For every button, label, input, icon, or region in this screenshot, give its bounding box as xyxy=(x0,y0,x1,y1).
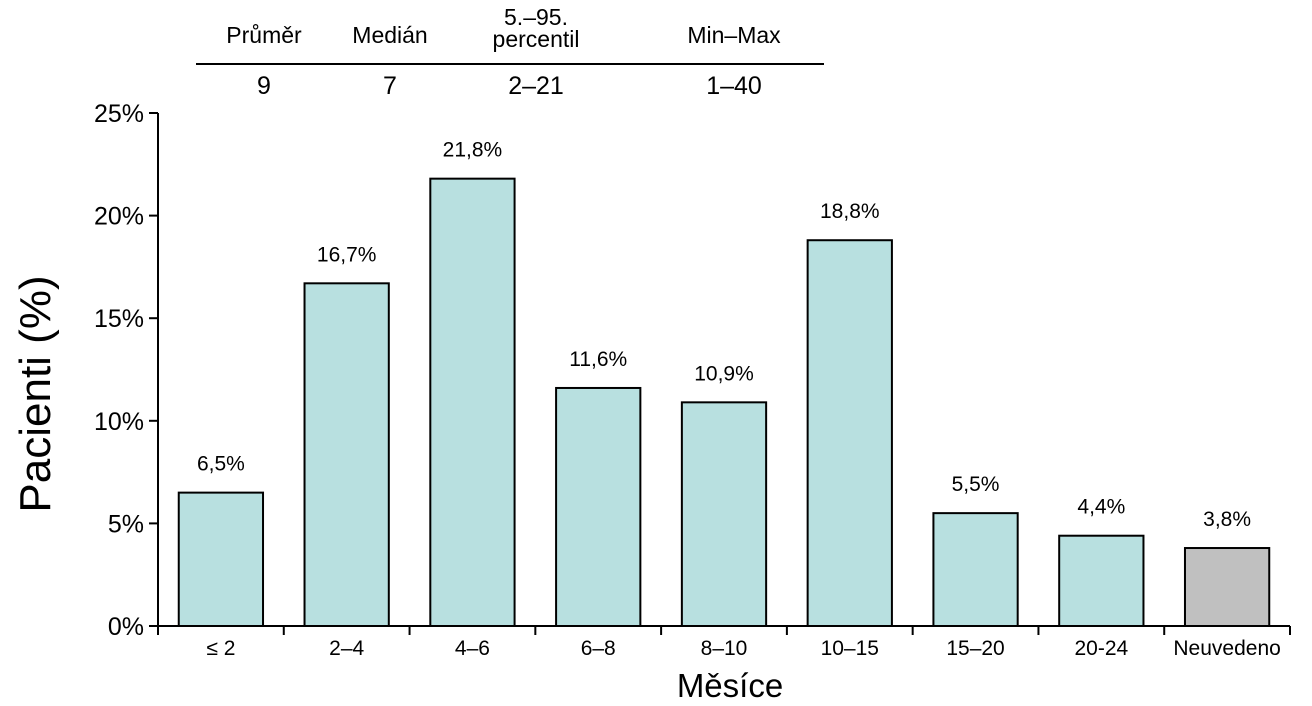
x-tick-label: 20-24 xyxy=(1074,637,1128,660)
bar xyxy=(303,282,390,627)
x-tick-label: 15–20 xyxy=(946,637,1004,660)
bar xyxy=(1183,547,1271,627)
stat-value-percentile: 2–21 xyxy=(508,72,564,100)
bars xyxy=(177,177,1271,628)
x-axis: ≤ 2 2–4 4–6 6–8 8–10 10–15 15–20 20-24 Neuvedeno xyxy=(157,625,1291,660)
y-tick-label: 15% xyxy=(94,305,144,333)
bar-value-label: 6,5% xyxy=(197,453,245,476)
bar-value-label: 16,7% xyxy=(317,243,377,266)
x-axis-title: Měsíce xyxy=(677,667,783,704)
y-tick-label: 10% xyxy=(94,408,144,436)
x-tick-label: 2–4 xyxy=(329,637,364,660)
stat-header-percentile: 5.–95. percentil xyxy=(492,4,580,52)
bar xyxy=(177,491,265,627)
y-tick-label: 0% xyxy=(108,613,144,641)
y-axis: 0% 5% 10% 15% 20% 25% xyxy=(94,100,159,641)
stat-value-median: 7 xyxy=(383,72,397,100)
stat-header-minmax: Min–Max xyxy=(687,22,781,48)
summary-table-rule xyxy=(196,63,824,65)
stat-value-mean: 9 xyxy=(257,72,271,100)
bar xyxy=(555,386,642,627)
bar xyxy=(680,401,768,627)
bar-value-label: 11,6% xyxy=(569,348,627,371)
bar-value-label: 18,8% xyxy=(820,200,880,223)
x-tick-label: Neuvedeno xyxy=(1173,637,1280,660)
bar-value-label: 21,8% xyxy=(443,139,503,162)
bar-value-label: 10,9% xyxy=(694,362,754,385)
x-tick-label: ≤ 2 xyxy=(206,637,235,660)
y-tick-label: 20% xyxy=(94,203,144,231)
bar xyxy=(932,512,1019,628)
x-tick-label: 4–6 xyxy=(455,637,490,660)
y-tick-label: 5% xyxy=(108,510,144,538)
x-tick-label: 10–15 xyxy=(821,637,879,660)
bar-value-label: 4,4% xyxy=(1077,496,1125,519)
stat-header-median: Medián xyxy=(352,22,428,48)
bar-value-label: 5,5% xyxy=(952,473,1000,496)
x-tick-label: 6–8 xyxy=(581,637,616,660)
y-axis-title: Pacienti (%) xyxy=(11,275,60,512)
stat-header-mean: Průměr xyxy=(226,22,302,48)
y-tick-label: 25% xyxy=(94,100,144,128)
value-labels: 6,5% 16,7% 21,8% 11,6% 10,9% 18,8% 5,5% 4,4% 3,8… xyxy=(197,139,1251,531)
bar xyxy=(806,239,893,627)
stat-value-minmax: 1–40 xyxy=(706,72,762,100)
x-tick-label: 8–10 xyxy=(701,637,748,660)
bar xyxy=(429,177,516,627)
bar-value-label: 3,8% xyxy=(1203,508,1251,531)
bar xyxy=(1058,534,1145,627)
